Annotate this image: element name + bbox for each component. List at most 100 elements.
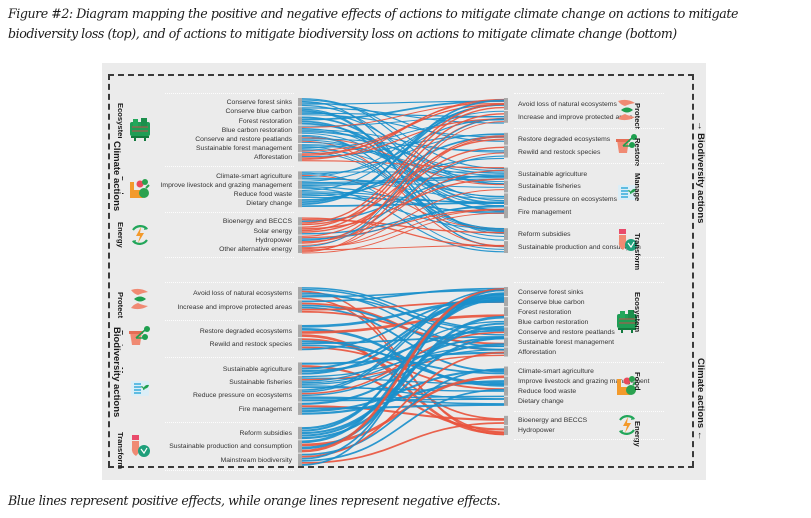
bottom-target-label: Hydropower bbox=[518, 427, 555, 435]
top-target-label: Rewild and restock species bbox=[518, 148, 601, 156]
bottom-target-node bbox=[504, 337, 508, 347]
bottom-flow-positive bbox=[301, 322, 505, 437]
frame-border-top bbox=[108, 74, 694, 76]
bottom-target-label: Afforestation bbox=[518, 349, 557, 356]
top-source-label: Conserve forest sinks bbox=[226, 99, 292, 107]
group-separator bbox=[165, 319, 294, 321]
bottom-target-node bbox=[504, 415, 508, 425]
bottom-source-label: Increase and improve protected areas bbox=[177, 303, 292, 311]
top-source-label: Blue carbon restoration bbox=[221, 126, 292, 134]
bottom-source-node bbox=[298, 375, 302, 389]
bottom-target-label: Dietary change bbox=[518, 398, 564, 406]
bottom-target-node bbox=[504, 396, 508, 406]
restore-plant-icon bbox=[128, 324, 152, 352]
energy-icon bbox=[615, 412, 639, 440]
bottom-flow-positive bbox=[301, 292, 505, 348]
bottom-flow-positive bbox=[301, 289, 505, 466]
bottom-target-node bbox=[504, 287, 508, 297]
top-target-node bbox=[504, 110, 508, 123]
group-separator bbox=[514, 162, 664, 164]
top-source-node bbox=[298, 125, 302, 134]
bottom-target-label: Forest restoration bbox=[518, 308, 572, 316]
bottom-flow-positive bbox=[301, 287, 505, 303]
bottom-target-node bbox=[504, 347, 508, 357]
bottom-target-group-label: Ecosystem bbox=[633, 292, 642, 333]
top-source-node bbox=[298, 217, 302, 226]
climate-actions-frame-label: Climate actions bbox=[111, 138, 122, 215]
top-target-node bbox=[504, 193, 508, 206]
top-flow-negative bbox=[301, 146, 505, 233]
top-source-node bbox=[298, 171, 302, 180]
bottom-target-node bbox=[504, 386, 508, 396]
bottom-target-label: Bioenergy and BECCS bbox=[518, 417, 588, 425]
top-flow-positive bbox=[301, 118, 505, 182]
top-source-label: Conserve blue carbon bbox=[225, 108, 293, 116]
top-target-label: Sustainable agriculture bbox=[518, 170, 588, 178]
top-flow-negative bbox=[301, 121, 505, 253]
top-source-node bbox=[298, 153, 302, 162]
top-flow-negative bbox=[301, 100, 505, 156]
group-separator bbox=[165, 257, 294, 258]
top-source-label: Reduce food waste bbox=[233, 190, 292, 198]
top-flow-negative bbox=[301, 218, 505, 234]
top-flow-positive bbox=[301, 114, 505, 138]
top-target-node bbox=[504, 206, 508, 219]
top-flow-positive bbox=[301, 205, 505, 235]
bottom-target-node bbox=[504, 297, 508, 307]
top-source-label: Conserve and restore peatlands bbox=[195, 135, 292, 143]
top-source-node bbox=[298, 144, 302, 153]
bottom-target-label: Conserve forest sinks bbox=[518, 288, 584, 296]
top-flow-positive bbox=[301, 110, 505, 248]
bottom-flow-positive bbox=[301, 315, 505, 450]
top-target-node bbox=[504, 98, 508, 110]
group-separator bbox=[165, 357, 294, 359]
top-flow-negative bbox=[301, 98, 505, 160]
top-target-node bbox=[504, 167, 508, 180]
bottom-flow-positive bbox=[301, 292, 505, 432]
top-source-label: Dietary change bbox=[246, 200, 292, 208]
bottom-target-node bbox=[504, 425, 508, 435]
bottom-source-label: Sustainable agriculture bbox=[222, 365, 292, 373]
figure-caption: Figure #2: Diagram mapping the positive … bbox=[8, 6, 738, 41]
bottom-target-label: Climate-smart agriculture bbox=[518, 368, 594, 376]
top-flow-negative bbox=[301, 244, 505, 251]
top-flow-negative bbox=[301, 113, 505, 232]
bottom-flow-negative bbox=[301, 422, 505, 464]
top-flow-positive bbox=[301, 155, 505, 241]
bottom-source-label: Avoid loss of natural ecosystems bbox=[193, 290, 292, 298]
top-flow-negative bbox=[301, 178, 505, 230]
bottom-source-group-label: Protect bbox=[116, 292, 125, 319]
bottom-target-node bbox=[504, 327, 508, 337]
top-source-node bbox=[298, 199, 302, 208]
bottom-source-node bbox=[298, 287, 302, 300]
bottom-source-label: Reform subsidies bbox=[239, 430, 292, 438]
protect-hands-icon bbox=[615, 97, 639, 125]
top-flow-negative bbox=[301, 103, 505, 224]
bottom-source-label: Reduce pressure on ecosystems bbox=[193, 392, 292, 400]
group-separator bbox=[165, 93, 294, 94]
top-source-node bbox=[298, 180, 302, 189]
group-separator bbox=[165, 470, 294, 471]
bottom-target-node bbox=[504, 366, 508, 376]
forest-icon bbox=[615, 308, 639, 336]
bottom-source-node bbox=[298, 402, 302, 415]
frame-border-right bbox=[692, 74, 694, 467]
top-source-label: Improve livestock and grazing management bbox=[160, 181, 292, 189]
food-icon bbox=[128, 176, 152, 204]
top-target-label: Restore degraded ecosystems bbox=[518, 135, 611, 143]
bottom-flow-positive bbox=[301, 289, 505, 298]
group-separator bbox=[514, 223, 664, 225]
group-separator bbox=[165, 421, 294, 423]
transform-globe-icon bbox=[128, 433, 152, 461]
bottom-source-label: Mainstream biodiversity bbox=[220, 456, 292, 464]
group-separator bbox=[514, 282, 664, 283]
top-source-label: Solar energy bbox=[253, 227, 292, 235]
top-target-label: Sustainable production and consumption bbox=[518, 244, 641, 252]
bottom-flow-positive bbox=[301, 289, 505, 391]
group-separator bbox=[514, 127, 664, 129]
group-separator bbox=[514, 361, 664, 363]
bottom-source-node bbox=[298, 362, 302, 375]
climate-actions-frame-label-right: Climate actions ← bbox=[695, 355, 706, 444]
transform-globe-icon bbox=[615, 227, 639, 255]
bottom-target-label: Improve livestock and grazing management bbox=[518, 378, 650, 386]
